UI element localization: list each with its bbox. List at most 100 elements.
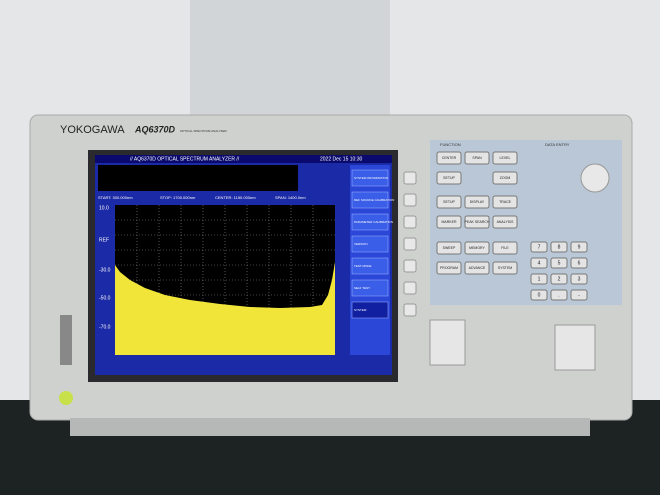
side-key[interactable] xyxy=(403,237,417,251)
function-button[interactable] xyxy=(436,171,462,185)
keypad-key[interactable] xyxy=(530,241,548,253)
side-key[interactable] xyxy=(403,303,417,317)
softkey[interactable] xyxy=(351,279,389,297)
side-key[interactable] xyxy=(403,193,417,207)
function-button-label: DISPLAY xyxy=(470,200,485,204)
softkey[interactable] xyxy=(351,257,389,275)
keypad-key[interactable] xyxy=(550,289,568,301)
function-button-label: MEMORY xyxy=(469,246,485,250)
connector-left xyxy=(429,319,466,366)
data-entry-header: DATA ENTRY xyxy=(545,142,570,147)
keypad-key[interactable] xyxy=(570,289,588,301)
keypad-key-label: 0 xyxy=(538,292,541,298)
center: CENTER: 1150.000nm xyxy=(215,195,256,200)
function-header: FUNCTION xyxy=(440,142,461,147)
connector-right xyxy=(554,324,596,371)
softkey[interactable] xyxy=(351,191,389,209)
y-label: REF xyxy=(99,237,109,243)
function-button-label: SPAN xyxy=(472,156,482,160)
softkey[interactable] xyxy=(351,235,389,253)
keypad-key-label: 8 xyxy=(558,244,561,250)
keypad-key[interactable] xyxy=(550,273,568,285)
start: START: 300.000nm xyxy=(98,195,133,200)
function-button-label: ZOOM xyxy=(500,176,511,180)
stop: STOP: 1700.000nm xyxy=(160,195,196,200)
device-base xyxy=(70,418,590,436)
softkey[interactable] xyxy=(351,301,389,319)
function-button[interactable] xyxy=(436,241,462,255)
y-label: 10.0 xyxy=(99,205,109,211)
function-button[interactable] xyxy=(492,215,518,229)
model: AQ6370D xyxy=(134,124,176,134)
keypad-key[interactable] xyxy=(570,257,588,269)
function-button[interactable] xyxy=(464,195,490,209)
keypad-key-label: 3 xyxy=(578,276,581,282)
softkey-label: TEST MODE xyxy=(354,264,371,268)
screen-datetime: 2022 Dec 15 10:30 xyxy=(320,156,362,162)
softkey-label: VERSION xyxy=(354,242,368,246)
function-button[interactable] xyxy=(492,195,518,209)
trace-table xyxy=(98,165,298,191)
function-button-label: SETUP xyxy=(443,176,455,180)
function-button[interactable] xyxy=(436,215,462,229)
function-button-label: PEAK SEARCH xyxy=(465,220,490,224)
function-button-label: CENTER xyxy=(442,156,457,160)
function-button[interactable] xyxy=(464,241,490,255)
keypad-key[interactable] xyxy=(530,257,548,269)
spectrum-trace xyxy=(115,262,335,355)
model-subtitle: OPTICAL SPECTRUM ANALYZER xyxy=(180,129,228,133)
usb-ports xyxy=(60,315,72,365)
function-button[interactable] xyxy=(492,151,518,165)
function-button-label: SETUP xyxy=(443,200,455,204)
keypad-key[interactable] xyxy=(550,241,568,253)
keypad-key-label: 5 xyxy=(558,260,561,266)
keypad-key-label: . xyxy=(558,292,559,298)
side-key[interactable] xyxy=(403,215,417,229)
y-label: -70.0 xyxy=(99,324,111,330)
softkey[interactable] xyxy=(351,213,389,231)
keypad-key-label: 4 xyxy=(538,260,541,266)
function-button-label: SWEEP xyxy=(443,246,456,250)
span: SPAN: 1400.0nm xyxy=(275,195,306,200)
side-key[interactable] xyxy=(403,259,417,273)
function-button[interactable] xyxy=(436,151,462,165)
keypad-key-label: 9 xyxy=(578,244,581,250)
softkey-label: PARAMETER CALIBRATION xyxy=(354,220,393,224)
function-button[interactable] xyxy=(492,261,518,275)
function-button-label: FILE xyxy=(501,246,509,250)
keypad-key[interactable] xyxy=(550,257,568,269)
keypad-key[interactable] xyxy=(530,273,548,285)
function-button[interactable] xyxy=(492,171,518,185)
keypad-key[interactable] xyxy=(530,289,548,301)
function-button-label: LEVEL xyxy=(500,156,511,160)
function-button-label: ANALYSIS xyxy=(497,220,515,224)
keypad-key[interactable] xyxy=(570,273,588,285)
y-label: -50.0 xyxy=(99,295,111,301)
softkey-label: REF SOURCE CALIBRATION xyxy=(354,198,394,202)
rotary-knob[interactable] xyxy=(580,163,610,193)
function-button[interactable] xyxy=(436,195,462,209)
keypad-key-label: 7 xyxy=(538,244,541,250)
function-button[interactable] xyxy=(436,261,462,275)
keypad-key-label: 2 xyxy=(558,276,561,282)
softkey-label: SYSTEM INFORMATION xyxy=(354,176,388,180)
softkey-label: SYSTEM xyxy=(354,308,367,312)
function-button-label: SYSTEM xyxy=(498,266,512,270)
softkey-label: SELF TEST xyxy=(354,286,370,290)
function-button[interactable] xyxy=(464,215,490,229)
side-key[interactable] xyxy=(403,281,417,295)
power-button[interactable] xyxy=(59,391,73,405)
softkey[interactable] xyxy=(351,169,389,187)
keypad-key-label: 6 xyxy=(578,260,581,266)
function-button-label: TRACE xyxy=(499,200,512,204)
function-button-label: PROGRAM xyxy=(440,266,458,270)
function-button[interactable] xyxy=(464,261,490,275)
function-button[interactable] xyxy=(492,241,518,255)
screen-title-bar xyxy=(95,155,392,163)
function-button-label: MARKER xyxy=(442,220,457,224)
side-key[interactable] xyxy=(403,171,417,185)
function-button[interactable] xyxy=(464,151,490,165)
keypad-key[interactable] xyxy=(570,241,588,253)
